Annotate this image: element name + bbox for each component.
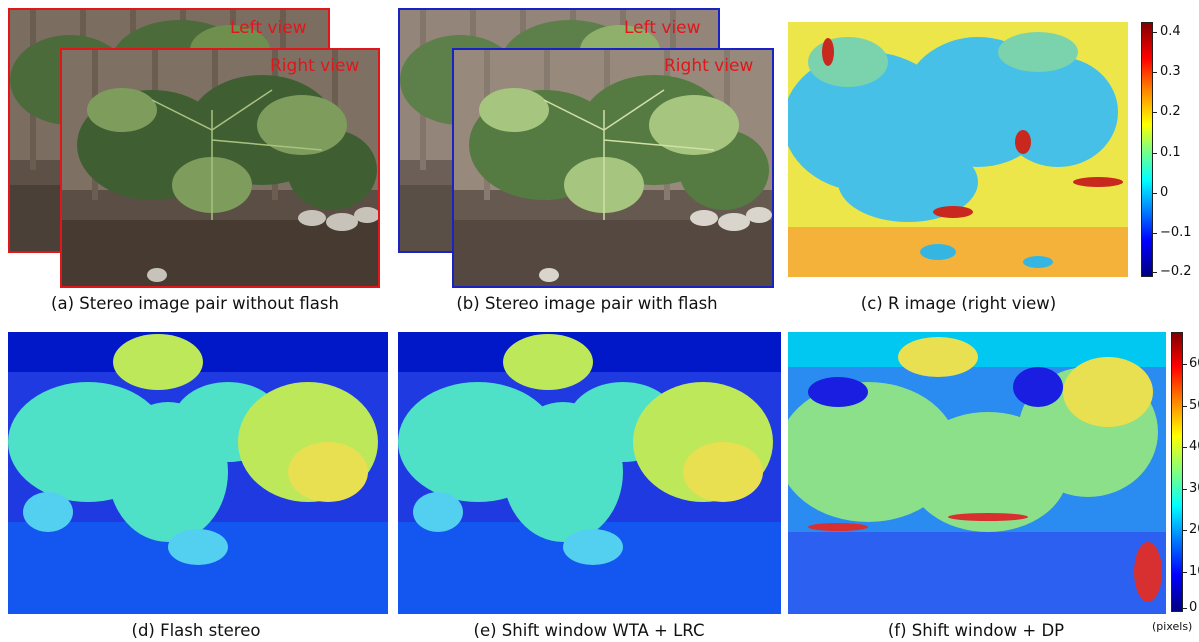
- disparity-map-e: [398, 332, 781, 614]
- disparity-map-f: [788, 332, 1166, 614]
- right-view-plant-image: [62, 50, 378, 286]
- disp-tick-6: 0: [1189, 600, 1198, 615]
- disp-tick-5: 10: [1189, 564, 1199, 579]
- r-tick-2: 0.2: [1160, 104, 1181, 119]
- panel-c-r-image: 0.4 0.3 0.2 0.1 0 −0.1 −0.2 (c) R image …: [786, 0, 1199, 320]
- left-view-label: Left view: [230, 18, 307, 38]
- disparity-map-d: [8, 332, 388, 614]
- disp-tick-3: 30: [1189, 481, 1199, 496]
- panel-a-stereo-no-flash: Left view Right view (a) Stereo image pa…: [0, 0, 390, 320]
- caption-b: (b) Stereo image pair with flash: [456, 294, 718, 313]
- panel-f-shift-window-dp: 60 50 40 30 20 10 0 (pixels) (f) Shift w…: [786, 326, 1199, 642]
- caption-f: (f) Shift window + DP: [887, 621, 1065, 640]
- r-image-colorbar: [1141, 22, 1153, 277]
- r-tick-6: −0.2: [1160, 264, 1192, 279]
- right-view-photo: Right view: [452, 48, 774, 288]
- caption-d: (d) Flash stereo: [131, 621, 261, 640]
- disp-tick-4: 20: [1189, 522, 1199, 537]
- r-tick-3: 0.1: [1160, 145, 1181, 160]
- panel-b-stereo-flash: Left view Right view (b) Stereo image pa…: [392, 0, 782, 320]
- caption-c: (c) R image (right view): [860, 294, 1057, 313]
- panel-e-shift-window-wta-lrc: (e) Shift window WTA + LRC: [392, 326, 786, 642]
- right-view-plant-image: [454, 50, 772, 286]
- disparity-unit-label: (pixels): [1152, 620, 1193, 633]
- left-view-label: Left view: [624, 18, 701, 38]
- r-tick-4: 0: [1160, 185, 1169, 200]
- right-view-label: Right view: [664, 56, 754, 76]
- disp-tick-2: 40: [1189, 439, 1199, 454]
- right-view-photo: Right view: [60, 48, 380, 288]
- r-tick-1: 0.3: [1160, 64, 1181, 79]
- r-tick-5: −0.1: [1160, 225, 1192, 240]
- r-image-map: [788, 22, 1128, 277]
- disp-tick-0: 60: [1189, 356, 1199, 371]
- right-view-label: Right view: [270, 56, 360, 76]
- disparity-colorbar: [1171, 332, 1183, 612]
- panel-d-flash-stereo: (d) Flash stereo: [0, 326, 392, 642]
- r-tick-0: 0.4: [1160, 24, 1181, 39]
- caption-e: (e) Shift window WTA + LRC: [473, 621, 705, 640]
- caption-a: (a) Stereo image pair without flash: [51, 294, 339, 313]
- disp-tick-1: 50: [1189, 398, 1199, 413]
